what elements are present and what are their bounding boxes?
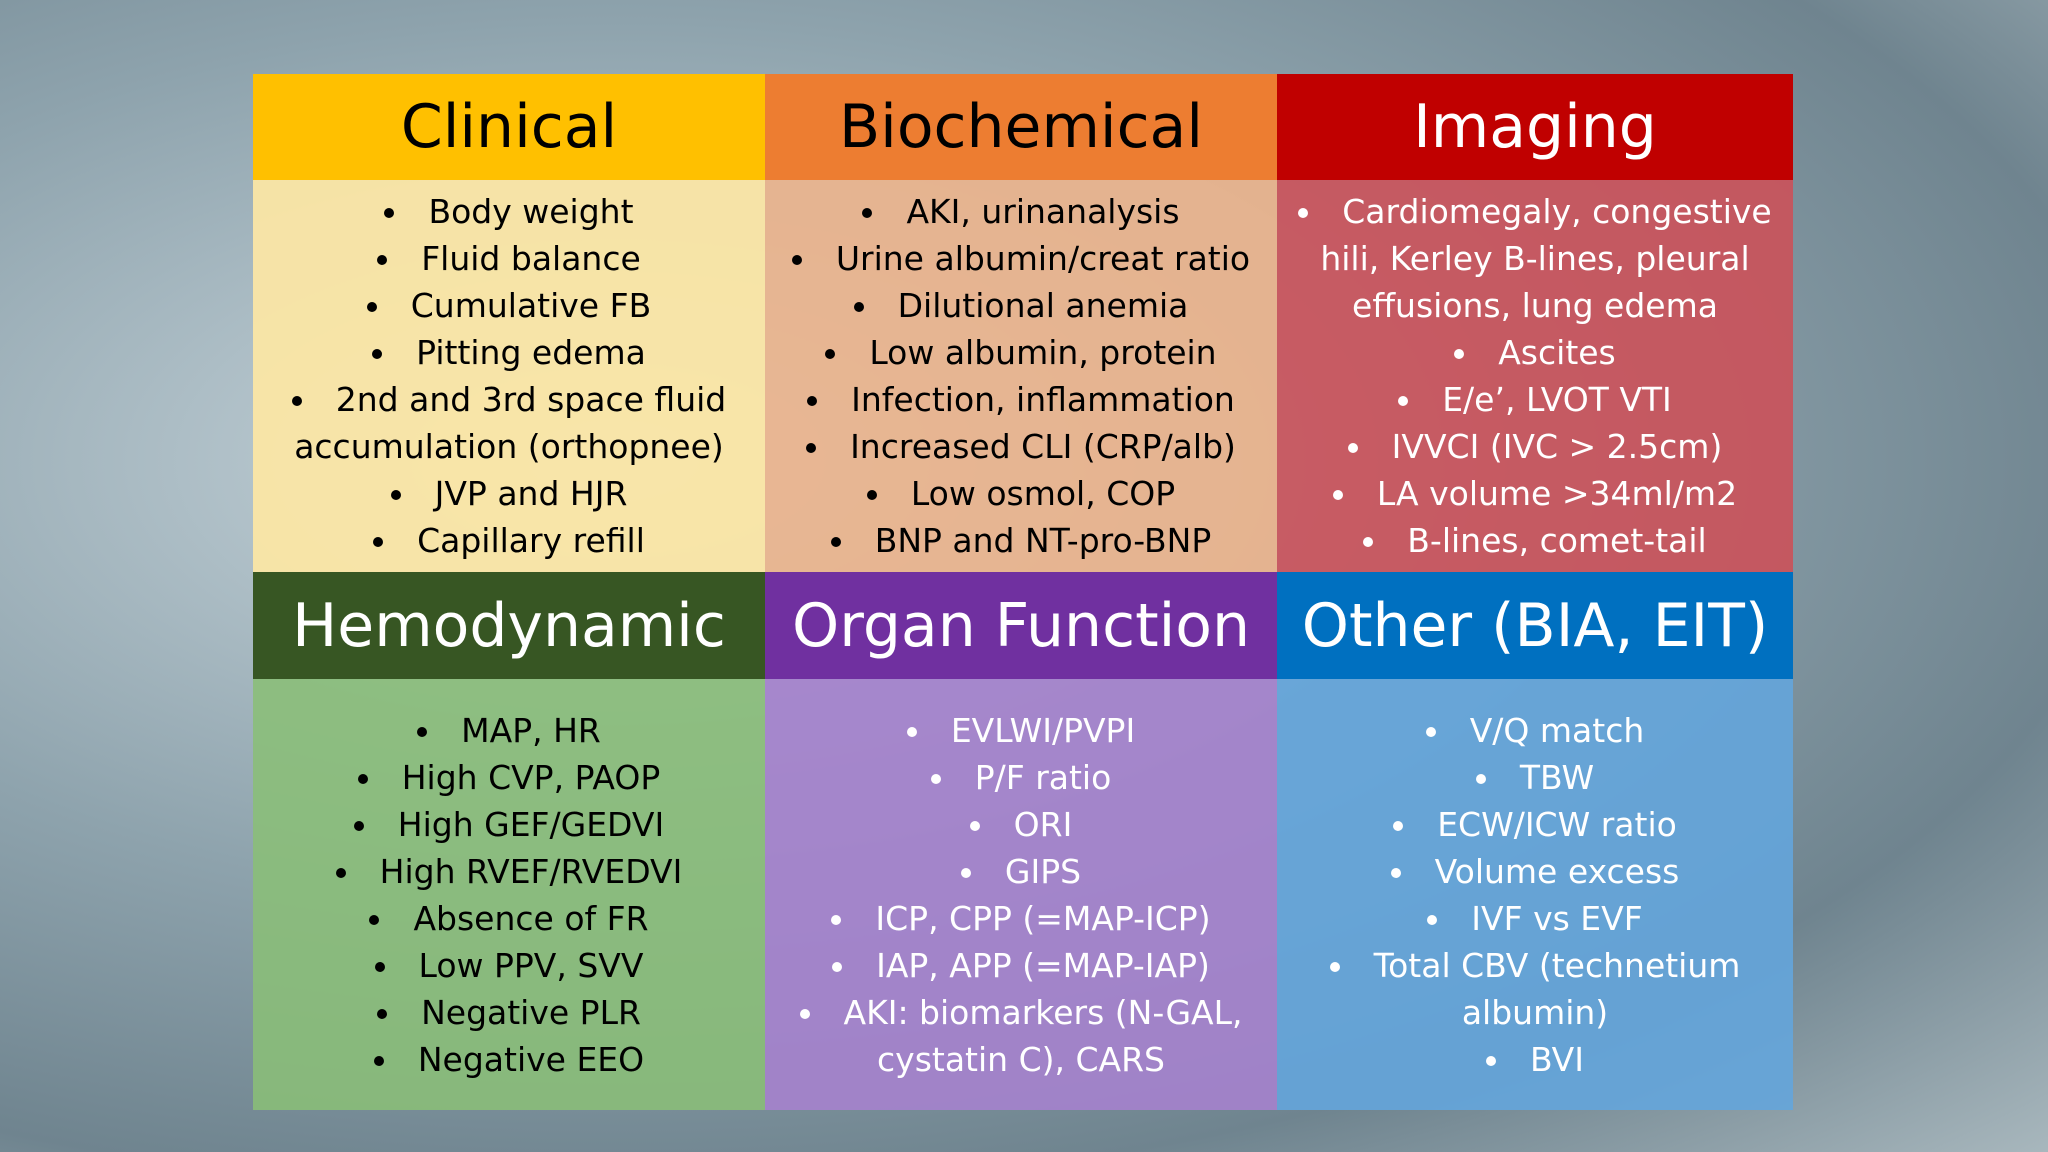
- category-body: Cardiomegaly, congestive hili, Kerley B-…: [1277, 180, 1793, 572]
- bullet-item: E/e’, LVOT VTI: [1297, 376, 1773, 423]
- bullet-item: High RVEF/RVEDVI: [336, 848, 683, 895]
- bullet-item: AKI, urinanalysis: [792, 188, 1250, 235]
- bullet-item: Absence of FR: [336, 895, 683, 942]
- bullet-list: Cardiomegaly, congestive hili, Kerley B-…: [1297, 188, 1773, 564]
- bullet-item: Increased CLI (CRP/alb): [792, 423, 1250, 470]
- bullet-item: High GEF/GEDVI: [336, 801, 683, 848]
- bullet-item: BVI: [1297, 1036, 1773, 1083]
- category-body: EVLWI/PVPIP/F ratioORIGIPSICP, CPP (=MAP…: [765, 679, 1277, 1110]
- category-header: Other (BIA, EIT): [1277, 572, 1793, 679]
- category-header: Clinical: [253, 74, 765, 180]
- bullet-item: B-lines, comet-tail: [1297, 517, 1773, 564]
- bullet-item: IVVCI (IVC > 2.5cm): [1297, 423, 1773, 470]
- bullet-item: P/F ratio: [785, 754, 1257, 801]
- category-body: V/Q matchTBWECW/ICW ratioVolume excessIV…: [1277, 679, 1793, 1110]
- bullet-item: Negative PLR: [336, 989, 683, 1036]
- bullet-item: Low albumin, protein: [792, 329, 1250, 376]
- bullet-item: ECW/ICW ratio: [1297, 801, 1773, 848]
- bullet-item: Cardiomegaly, congestive hili, Kerley B-…: [1297, 188, 1773, 329]
- bullet-item: Urine albumin/creat ratio: [792, 235, 1250, 282]
- bullet-item: Total CBV (technetium albumin): [1297, 942, 1773, 1036]
- category-body: AKI, urinanalysisUrine albumin/creat rat…: [765, 180, 1277, 572]
- bullet-item: Low PPV, SVV: [336, 942, 683, 989]
- bullet-item: Capillary refill: [273, 517, 745, 564]
- bullet-item: GIPS: [785, 848, 1257, 895]
- bullet-item: Infection, inflammation: [792, 376, 1250, 423]
- bullet-list: Body weightFluid balanceCumulative FBPit…: [273, 188, 745, 564]
- bullet-list: AKI, urinanalysisUrine albumin/creat rat…: [792, 188, 1250, 564]
- category-header: Imaging: [1277, 74, 1793, 180]
- bullet-item: AKI: biomarkers (N-GAL, cystatin C), CAR…: [785, 989, 1257, 1083]
- bullet-item: TBW: [1297, 754, 1773, 801]
- category-grid: ClinicalBody weightFluid balanceCumulati…: [253, 74, 1793, 1110]
- bullet-item: JVP and HJR: [273, 470, 745, 517]
- category-body: MAP, HRHigh CVP, PAOPHigh GEF/GEDVIHigh …: [253, 679, 765, 1110]
- bullet-item: EVLWI/PVPI: [785, 707, 1257, 754]
- bullet-item: Volume excess: [1297, 848, 1773, 895]
- bullet-item: Fluid balance: [273, 235, 745, 282]
- bullet-item: IVF vs EVF: [1297, 895, 1773, 942]
- bullet-item: ICP, CPP (=MAP-ICP): [785, 895, 1257, 942]
- bullet-item: ORI: [785, 801, 1257, 848]
- bullet-item: LA volume >34ml/m2: [1297, 470, 1773, 517]
- bullet-item: Cumulative FB: [273, 282, 745, 329]
- bullet-item: MAP, HR: [336, 707, 683, 754]
- category-header: Biochemical: [765, 74, 1277, 180]
- bullet-item: Ascites: [1297, 329, 1773, 376]
- bullet-item: High CVP, PAOP: [336, 754, 683, 801]
- category-header: Hemodynamic: [253, 572, 765, 679]
- bullet-list: V/Q matchTBWECW/ICW ratioVolume excessIV…: [1297, 707, 1773, 1083]
- bullet-item: Low osmol, COP: [792, 470, 1250, 517]
- bullet-item: V/Q match: [1297, 707, 1773, 754]
- bullet-list: MAP, HRHigh CVP, PAOPHigh GEF/GEDVIHigh …: [336, 707, 683, 1083]
- category-body: Body weightFluid balanceCumulative FBPit…: [253, 180, 765, 572]
- bullet-item: BNP and NT-pro-BNP: [792, 517, 1250, 564]
- bullet-item: Body weight: [273, 188, 745, 235]
- bullet-list: EVLWI/PVPIP/F ratioORIGIPSICP, CPP (=MAP…: [785, 707, 1257, 1083]
- bullet-item: Pitting edema: [273, 329, 745, 376]
- bullet-item: Dilutional anemia: [792, 282, 1250, 329]
- bullet-item: IAP, APP (=MAP-IAP): [785, 942, 1257, 989]
- bullet-item: Negative EEO: [336, 1036, 683, 1083]
- category-header: Organ Function: [765, 572, 1277, 679]
- bullet-item: 2nd and 3rd space fluid accumulation (or…: [273, 376, 745, 470]
